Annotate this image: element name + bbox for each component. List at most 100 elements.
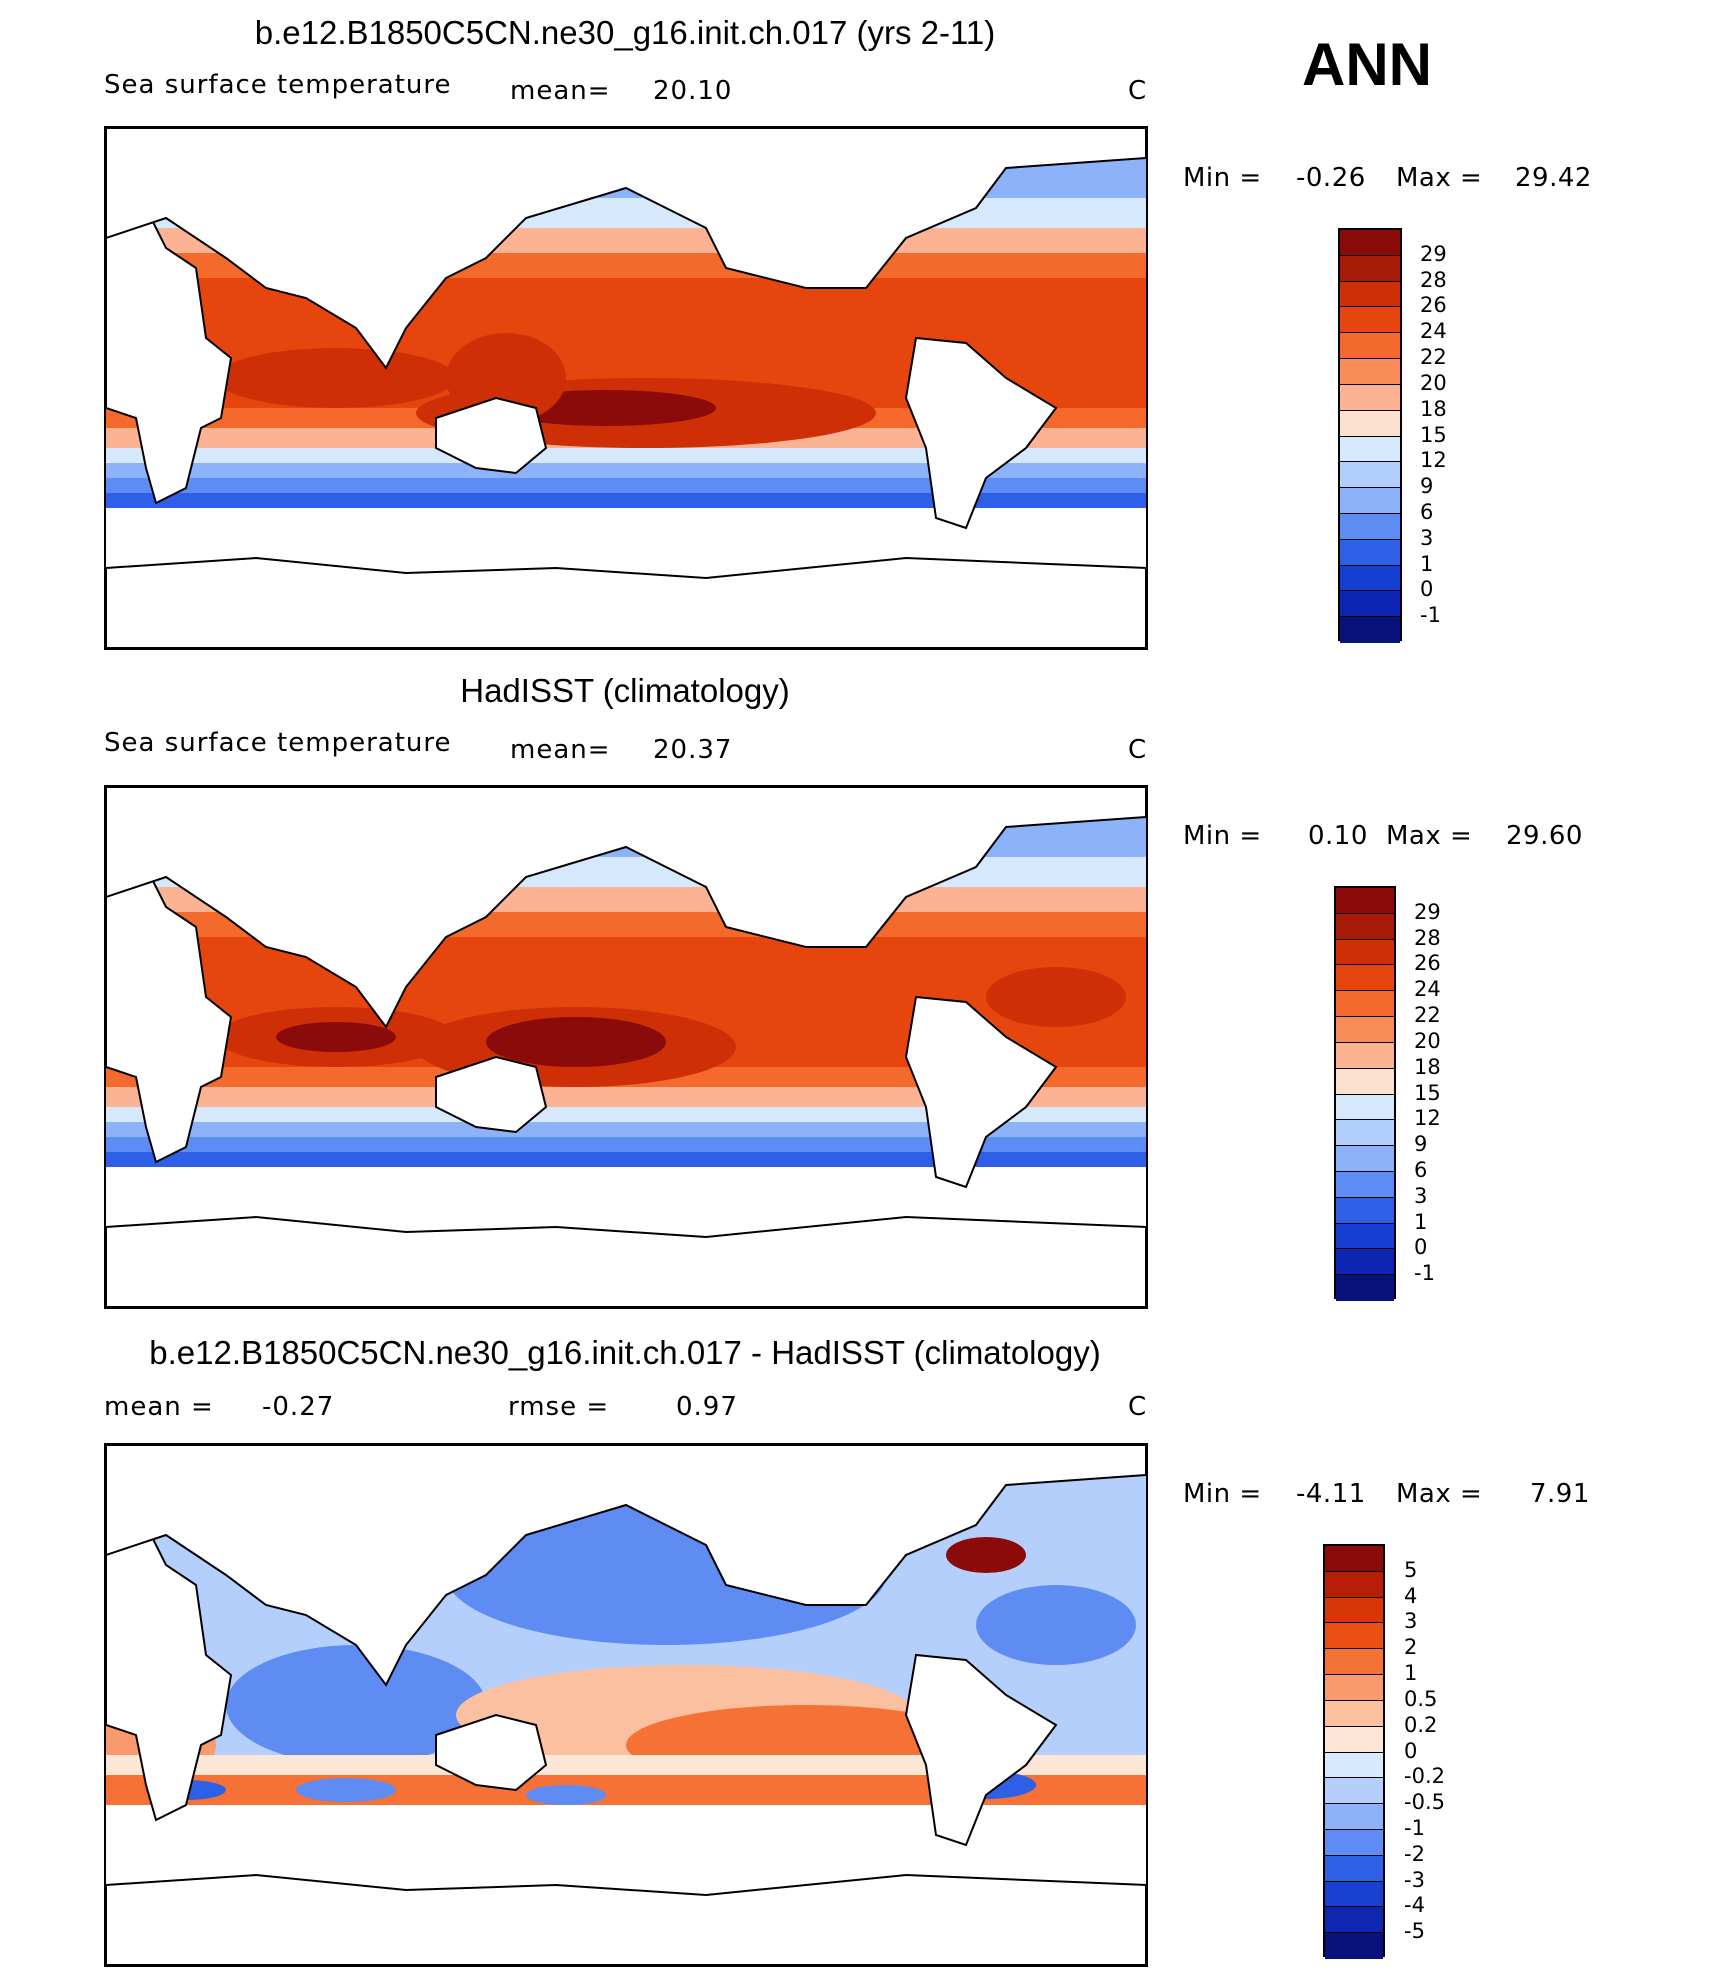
colorbar-swatch [1325,1700,1383,1727]
colorbar-swatch [1340,488,1400,514]
colorbar-swatch [1336,939,1394,966]
colorbar-swatch [1336,1197,1394,1224]
panel3-rmse-value: 0.97 [676,1392,738,1422]
colorbar-swatch [1325,1752,1383,1779]
colorbar-swatch [1340,230,1400,256]
colorbar-tick-label: 12 [1420,448,1447,473]
colorbar-swatch [1340,462,1400,489]
panel3-rmse-label: rmse = [508,1392,610,1422]
colorbar-tick-label: 18 [1414,1054,1441,1079]
panel1-map [104,126,1148,650]
colorbar-tick-label: 1 [1420,551,1434,576]
colorbar-tick-label: -3 [1404,1867,1425,1892]
colorbar-swatch [1340,281,1400,308]
colorbar-tick-label: 22 [1420,345,1447,370]
colorbar-tick-label: 20 [1414,1028,1441,1053]
colorbar-tick-label: 9 [1420,474,1434,499]
colorbar-swatch [1325,1597,1383,1624]
panel2-mean-value: 20.37 [653,735,733,765]
colorbar-swatch [1340,410,1400,437]
colorbar-swatch [1325,1933,1383,1959]
colorbar-swatch [1340,565,1400,592]
panel1-mean-value: 20.10 [653,76,733,106]
season-label: ANN [1302,31,1432,98]
colorbar-tick-label: 26 [1420,293,1447,318]
colorbar-swatch [1325,1907,1383,1934]
colorbar-swatch [1325,1881,1383,1908]
colorbar-tick-label: 0 [1420,577,1434,602]
panel3-mean-label: mean = [104,1392,214,1422]
colorbar-swatch [1336,1146,1394,1172]
panel2-field [106,787,1146,1307]
colorbar-swatch [1325,1675,1383,1701]
panel1-max-value: 29.42 [1515,163,1592,193]
colorbar-tick-label: -0.5 [1404,1790,1445,1815]
colorbar-tick-label: 6 [1414,1157,1428,1182]
colorbar-tick-label: 4 [1404,1583,1418,1608]
panel2-max-value: 29.60 [1506,821,1583,851]
colorbar-tick-label: 1 [1404,1661,1418,1686]
colorbar-swatch [1340,513,1400,540]
colorbar-swatch [1325,1804,1383,1830]
colorbar-swatch [1336,888,1394,914]
colorbar-swatch [1336,1223,1394,1250]
panel2-max-label: Max = [1386,821,1473,851]
colorbar-tick-label: 15 [1420,422,1447,447]
colorbar-tick-label: 0 [1414,1235,1428,1260]
colorbar-tick-label: 29 [1420,241,1447,266]
colorbar-tick-label: -1 [1414,1261,1435,1286]
colorbar-swatch [1340,617,1400,643]
colorbar-swatch [1336,1120,1394,1147]
panel2-min-value: 0.10 [1308,821,1368,851]
colorbar-tick-label: 0.2 [1404,1712,1438,1737]
colorbar-swatch [1336,965,1394,992]
colorbar-swatch [1336,1275,1394,1301]
panel3-mean-value: -0.27 [262,1392,335,1422]
panel2-mean-label: mean= [510,735,611,765]
colorbar-tick-label: 29 [1414,899,1441,924]
colorbar-tick-label: 6 [1420,499,1434,524]
colorbar-tick-label: -0.2 [1404,1764,1445,1789]
colorbar-tick-label: 15 [1414,1080,1441,1105]
colorbar-tick-label: -4 [1404,1893,1425,1918]
panel1-title: b.e12.B1850C5CN.ne30_g16.init.ch.017 (yr… [254,14,996,51]
colorbar-swatch [1336,1042,1394,1069]
colorbar-swatch [1340,333,1400,360]
panel2-colorbar-swatches [1334,886,1396,1301]
colorbar-tick-label: 5 [1404,1557,1418,1582]
colorbar-tick-label: 20 [1420,370,1447,395]
panel2-units: C [1128,735,1148,765]
panel3-max-value: 7.91 [1530,1479,1590,1509]
panel1-units: C [1128,76,1148,106]
colorbar-tick-label: 24 [1420,319,1447,344]
colorbar-tick-label: 9 [1414,1132,1428,1157]
colorbar-swatch [1325,1829,1383,1856]
colorbar-tick-label: 28 [1420,267,1447,292]
colorbar-swatch [1340,255,1400,282]
colorbar-tick-label: 3 [1414,1183,1428,1208]
colorbar-swatch [1340,539,1400,566]
panel3-title: b.e12.B1850C5CN.ne30_g16.init.ch.017 - H… [149,1334,1101,1371]
colorbar-tick-label: -1 [1420,603,1441,628]
colorbar-swatch [1325,1726,1383,1753]
panel3-max-label: Max = [1396,1479,1483,1509]
panel2-variable: Sea surface temperature [104,728,452,758]
panel2-min-label: Min = [1183,821,1262,851]
panel1-colorbar-swatches [1338,228,1402,643]
colorbar-swatch [1325,1623,1383,1650]
colorbar-tick-label: -2 [1404,1841,1425,1866]
colorbar-tick-label: 24 [1414,977,1441,1002]
colorbar-tick-label: 28 [1414,925,1441,950]
panel1-mean-label: mean= [510,76,611,106]
colorbar-swatch [1340,359,1400,385]
colorbar-swatch [1325,1778,1383,1805]
colorbar-tick-label: 22 [1414,1003,1441,1028]
panel3-min-label: Min = [1183,1479,1262,1509]
panel2-title: HadISST (climatology) [460,672,790,709]
panel1-max-label: Max = [1396,163,1483,193]
colorbar-swatch [1340,436,1400,463]
panel1-variable: Sea surface temperature [104,70,452,100]
colorbar-swatch [1336,1249,1394,1276]
colorbar-swatch [1340,307,1400,334]
colorbar-swatch [1325,1649,1383,1676]
